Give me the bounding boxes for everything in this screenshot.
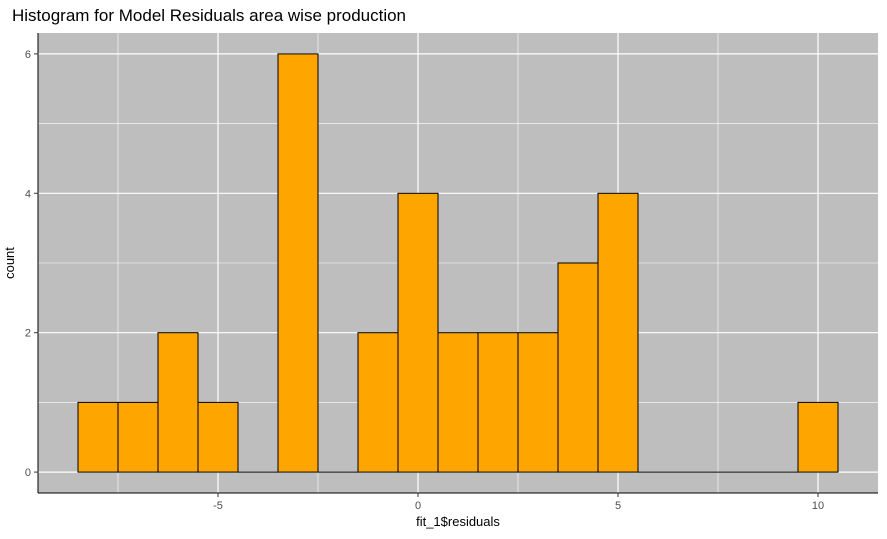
histogram-bar bbox=[277, 53, 319, 473]
bars-group bbox=[77, 53, 839, 473]
histogram-bar bbox=[197, 401, 239, 473]
x-tick-label: 0 bbox=[415, 500, 421, 512]
y-tick-label: 4 bbox=[25, 188, 31, 200]
y-tick-label: 6 bbox=[25, 49, 31, 61]
histogram-bar bbox=[797, 401, 839, 473]
x-tick-label: 5 bbox=[615, 500, 621, 512]
x-axis-ticks: -5 0 5 10 bbox=[213, 493, 824, 512]
y-tick-label: 0 bbox=[25, 467, 31, 479]
histogram-bar bbox=[397, 192, 439, 473]
histogram-bar bbox=[437, 332, 479, 473]
x-axis-title: fit_1$residuals bbox=[416, 514, 500, 529]
histogram-bar bbox=[597, 192, 639, 473]
histogram-bar bbox=[517, 332, 559, 473]
histogram-bar bbox=[557, 262, 599, 473]
histogram-bar bbox=[157, 332, 199, 473]
histogram-bar bbox=[77, 401, 119, 473]
histogram-bar bbox=[477, 332, 519, 473]
chart-title: Histogram for Model Residuals area wise … bbox=[12, 6, 407, 25]
histogram-bar bbox=[117, 401, 159, 473]
y-axis-ticks: 0 2 4 6 bbox=[25, 49, 38, 479]
x-tick-label: 10 bbox=[812, 500, 824, 512]
histogram-bar bbox=[357, 332, 399, 473]
y-axis-title: count bbox=[2, 247, 17, 279]
y-tick-label: 2 bbox=[25, 328, 31, 340]
x-tick-label: -5 bbox=[213, 500, 223, 512]
